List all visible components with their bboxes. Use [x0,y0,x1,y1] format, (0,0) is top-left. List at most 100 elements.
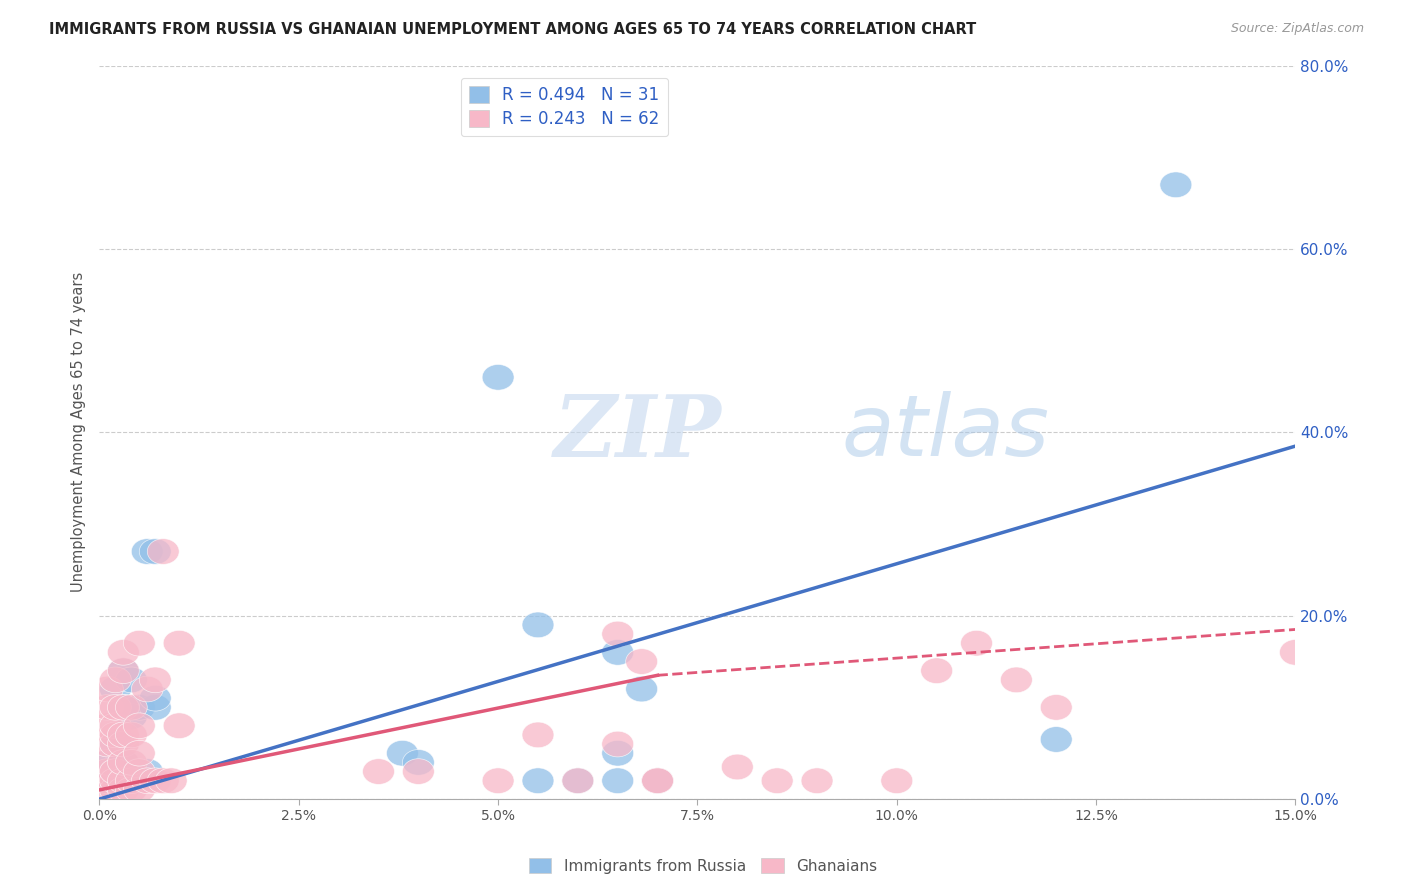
Ellipse shape [522,722,554,747]
Ellipse shape [131,676,163,702]
Text: ZIP: ZIP [554,391,721,474]
Ellipse shape [115,667,148,693]
Ellipse shape [139,768,172,794]
Ellipse shape [91,731,124,757]
Ellipse shape [641,768,673,794]
Ellipse shape [641,768,673,794]
Ellipse shape [522,768,554,794]
Ellipse shape [100,777,131,803]
Text: IMMIGRANTS FROM RUSSIA VS GHANAIAN UNEMPLOYMENT AMONG AGES 65 TO 74 YEARS CORREL: IMMIGRANTS FROM RUSSIA VS GHANAIAN UNEMP… [49,22,976,37]
Ellipse shape [139,667,172,693]
Ellipse shape [107,722,139,747]
Ellipse shape [124,713,155,739]
Ellipse shape [100,731,131,757]
Ellipse shape [921,658,953,683]
Ellipse shape [721,754,754,780]
Ellipse shape [107,749,139,775]
Ellipse shape [148,539,179,565]
Ellipse shape [626,648,658,674]
Ellipse shape [100,768,131,794]
Ellipse shape [100,731,131,757]
Ellipse shape [124,740,155,766]
Ellipse shape [100,759,131,784]
Ellipse shape [155,768,187,794]
Ellipse shape [562,768,593,794]
Ellipse shape [1040,727,1073,752]
Ellipse shape [115,777,148,803]
Ellipse shape [107,695,139,720]
Ellipse shape [91,749,124,775]
Ellipse shape [107,695,139,720]
Ellipse shape [602,768,634,794]
Ellipse shape [124,777,155,803]
Ellipse shape [163,631,195,656]
Ellipse shape [91,676,124,702]
Ellipse shape [100,667,131,693]
Ellipse shape [482,768,515,794]
Ellipse shape [880,768,912,794]
Ellipse shape [91,759,124,784]
Ellipse shape [100,722,131,747]
Ellipse shape [107,749,139,775]
Ellipse shape [91,695,124,720]
Ellipse shape [562,768,593,794]
Ellipse shape [387,740,419,766]
Ellipse shape [100,695,131,720]
Ellipse shape [115,695,148,720]
Ellipse shape [100,676,131,702]
Ellipse shape [163,713,195,739]
Ellipse shape [602,740,634,766]
Ellipse shape [124,759,155,784]
Ellipse shape [482,365,515,390]
Ellipse shape [522,612,554,638]
Ellipse shape [115,704,148,730]
Ellipse shape [91,768,124,794]
Ellipse shape [115,768,148,794]
Ellipse shape [139,695,172,720]
Ellipse shape [761,768,793,794]
Ellipse shape [100,713,131,739]
Text: Source: ZipAtlas.com: Source: ZipAtlas.com [1230,22,1364,36]
Ellipse shape [139,685,172,711]
Ellipse shape [602,621,634,647]
Ellipse shape [91,777,124,803]
Ellipse shape [115,749,148,775]
Legend: Immigrants from Russia, Ghanaians: Immigrants from Russia, Ghanaians [523,852,883,880]
Ellipse shape [107,777,139,803]
Ellipse shape [1001,667,1032,693]
Ellipse shape [1160,172,1192,198]
Ellipse shape [115,722,148,747]
Ellipse shape [402,749,434,775]
Ellipse shape [100,768,131,794]
Ellipse shape [139,539,172,565]
Ellipse shape [124,631,155,656]
Ellipse shape [107,658,139,683]
Text: atlas: atlas [841,391,1049,474]
Ellipse shape [131,539,163,565]
Ellipse shape [1040,695,1073,720]
Ellipse shape [1279,640,1312,665]
Ellipse shape [91,749,124,775]
Ellipse shape [602,731,634,757]
Ellipse shape [124,768,155,794]
Ellipse shape [363,759,395,784]
Ellipse shape [148,768,179,794]
Y-axis label: Unemployment Among Ages 65 to 74 years: Unemployment Among Ages 65 to 74 years [72,272,86,592]
Ellipse shape [626,676,658,702]
Ellipse shape [91,713,124,739]
Ellipse shape [107,768,139,794]
Ellipse shape [131,768,163,794]
Ellipse shape [91,768,124,794]
Ellipse shape [107,731,139,757]
Ellipse shape [602,640,634,665]
Legend: R = 0.494   N = 31, R = 0.243   N = 62: R = 0.494 N = 31, R = 0.243 N = 62 [461,78,668,136]
Ellipse shape [107,658,139,683]
Ellipse shape [641,768,673,794]
Ellipse shape [801,768,832,794]
Ellipse shape [960,631,993,656]
Ellipse shape [124,695,155,720]
Ellipse shape [107,640,139,665]
Ellipse shape [131,759,163,784]
Ellipse shape [402,759,434,784]
Ellipse shape [115,768,148,794]
